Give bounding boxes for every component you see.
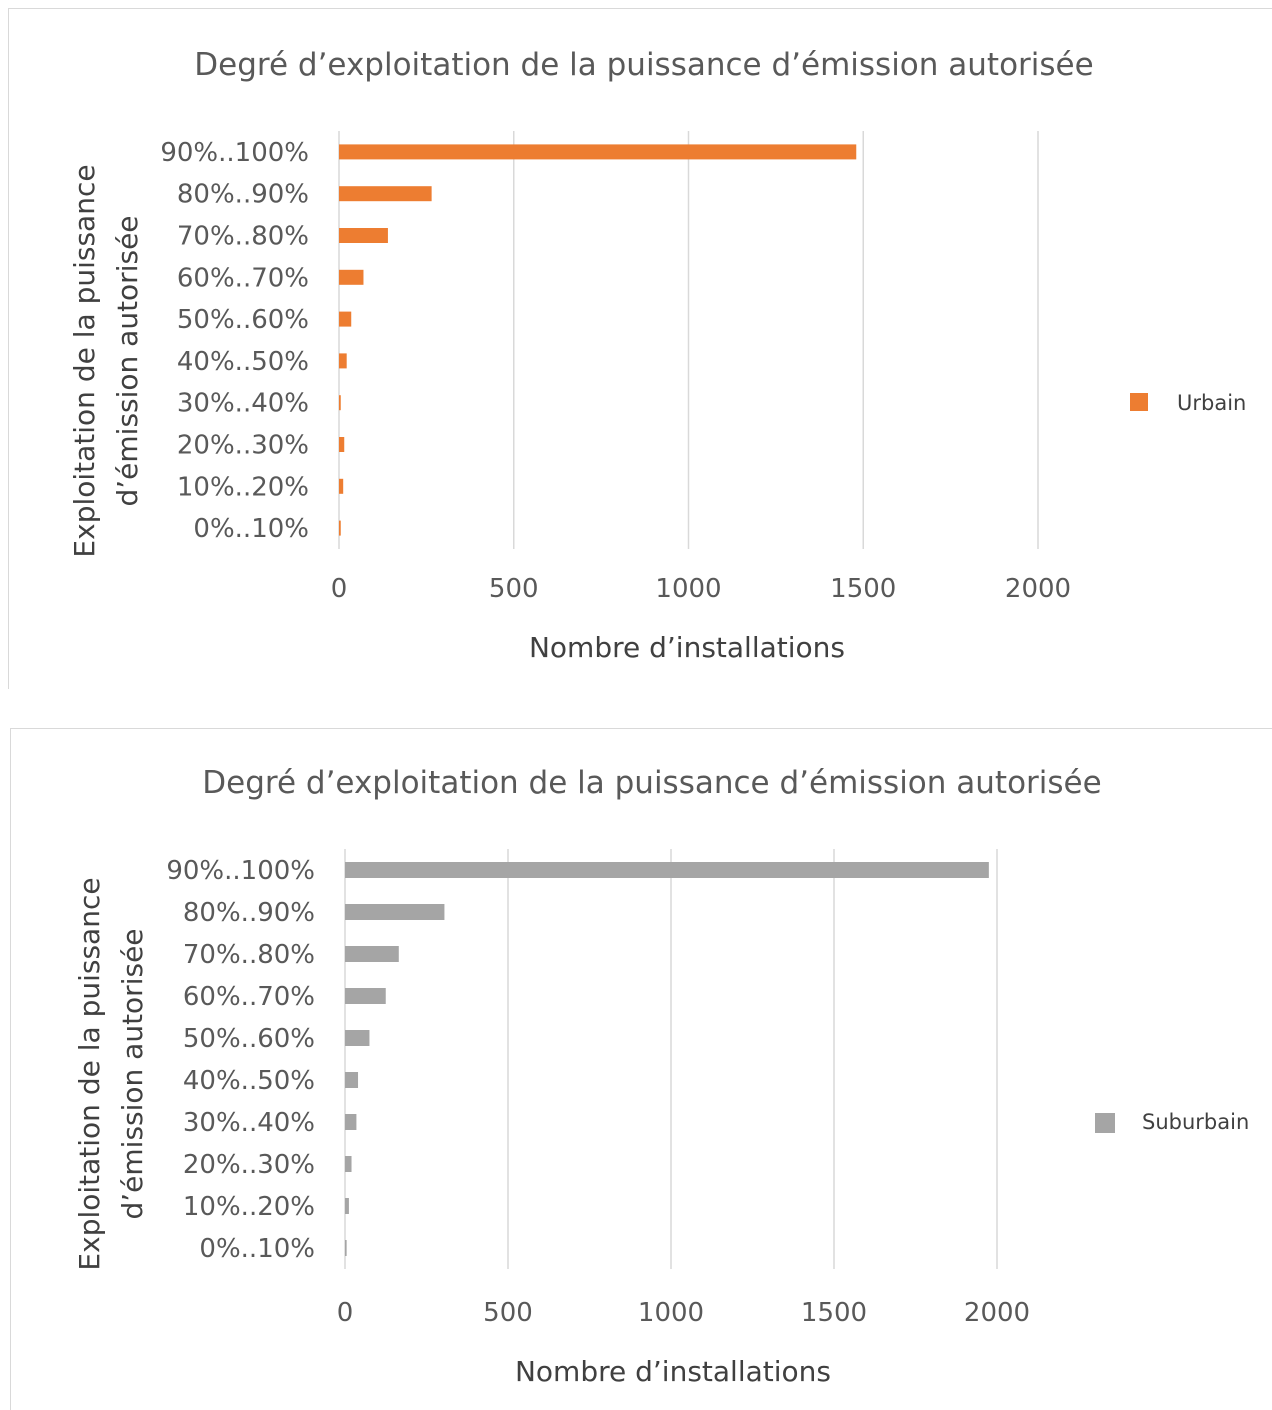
- y-tick-label: 60%..70%: [177, 263, 309, 293]
- chart-panel-urbain: Degré d’exploitation de la puissance d’é…: [8, 8, 1272, 689]
- y-tick-label: 30%..40%: [183, 1108, 315, 1138]
- x-tick-label: 1500: [830, 574, 896, 604]
- x-tick-label: 0: [337, 1298, 354, 1328]
- y-tick-label: 70%..80%: [183, 940, 315, 970]
- y-tick-label: 40%..50%: [183, 1066, 315, 1096]
- y-axis-label-line-1: Exploitation de la puissance: [68, 164, 101, 557]
- bar: [339, 228, 388, 243]
- bar: [345, 904, 445, 920]
- x-tick-label: 2000: [1005, 574, 1071, 604]
- bar: [339, 478, 344, 494]
- bar: [339, 395, 341, 411]
- chart-urbain: Degré d’exploitation de la puissance d’é…: [68, 47, 1246, 664]
- y-tick-label: 20%..30%: [183, 1150, 315, 1180]
- x-tick-label: 500: [483, 1298, 533, 1328]
- bar: [345, 1030, 370, 1046]
- y-tick-label: 40%..50%: [177, 347, 309, 377]
- bar: [345, 946, 399, 962]
- legend-swatch-urbain: [1130, 393, 1148, 411]
- y-tick-label: 20%..30%: [177, 431, 309, 461]
- x-tick-label: 2000: [964, 1298, 1030, 1328]
- x-tick-label: 0: [331, 574, 348, 604]
- bar: [339, 353, 347, 369]
- y-tick-label: 0%..10%: [199, 1234, 315, 1264]
- bar: [339, 144, 857, 160]
- bar: [345, 988, 386, 1004]
- bar: [345, 1198, 349, 1214]
- bar: [339, 311, 352, 327]
- x-axis-label: Nombre d’installations: [529, 631, 845, 664]
- y-axis-label-line-1: Exploitation de la puissance: [73, 877, 106, 1270]
- bar: [345, 1114, 357, 1130]
- legend-swatch-suburbain: [1095, 1113, 1115, 1133]
- bar: [345, 1156, 352, 1172]
- bar: [345, 1240, 347, 1256]
- bar: [339, 269, 364, 285]
- chart-panel-suburbain: Degré d’exploitation de la puissance d’é…: [10, 728, 1272, 1410]
- y-tick-label: 60%..70%: [183, 982, 315, 1012]
- bar: [345, 1072, 359, 1088]
- x-tick-label: 1500: [801, 1298, 867, 1328]
- bar: [339, 186, 432, 202]
- bar: [345, 862, 989, 878]
- x-tick-label: 1000: [638, 1298, 704, 1328]
- x-axis-label: Nombre d’installations: [515, 1355, 831, 1388]
- y-tick-label: 30%..40%: [177, 389, 309, 419]
- legend-label-suburbain: Suburbain: [1142, 1110, 1249, 1134]
- y-tick-label: 70%..80%: [177, 222, 309, 252]
- x-tick-label: 1000: [655, 574, 721, 604]
- bar: [339, 520, 341, 536]
- y-tick-label: 50%..60%: [177, 305, 309, 335]
- y-tick-label: 80%..90%: [183, 898, 315, 928]
- y-axis-label-line-2: d’émission autorisée: [116, 928, 149, 1219]
- chart-title: Degré d’exploitation de la puissance d’é…: [194, 47, 1093, 83]
- y-tick-label: 90%..100%: [166, 856, 315, 886]
- bar: [339, 437, 345, 452]
- y-axis-label-line-2: d’émission autorisée: [111, 215, 144, 506]
- chart-suburbain: Degré d’exploitation de la puissance d’é…: [73, 765, 1249, 1388]
- x-tick-label: 500: [489, 574, 539, 604]
- y-tick-label: 10%..20%: [177, 472, 309, 502]
- y-tick-label: 90%..100%: [160, 138, 309, 168]
- chart-title: Degré d’exploitation de la puissance d’é…: [202, 765, 1101, 801]
- y-tick-label: 0%..10%: [193, 514, 309, 544]
- y-tick-label: 10%..20%: [183, 1192, 315, 1222]
- y-tick-label: 50%..60%: [183, 1024, 315, 1054]
- y-tick-label: 80%..90%: [177, 180, 309, 210]
- legend-label-urbain: Urbain: [1177, 391, 1246, 415]
